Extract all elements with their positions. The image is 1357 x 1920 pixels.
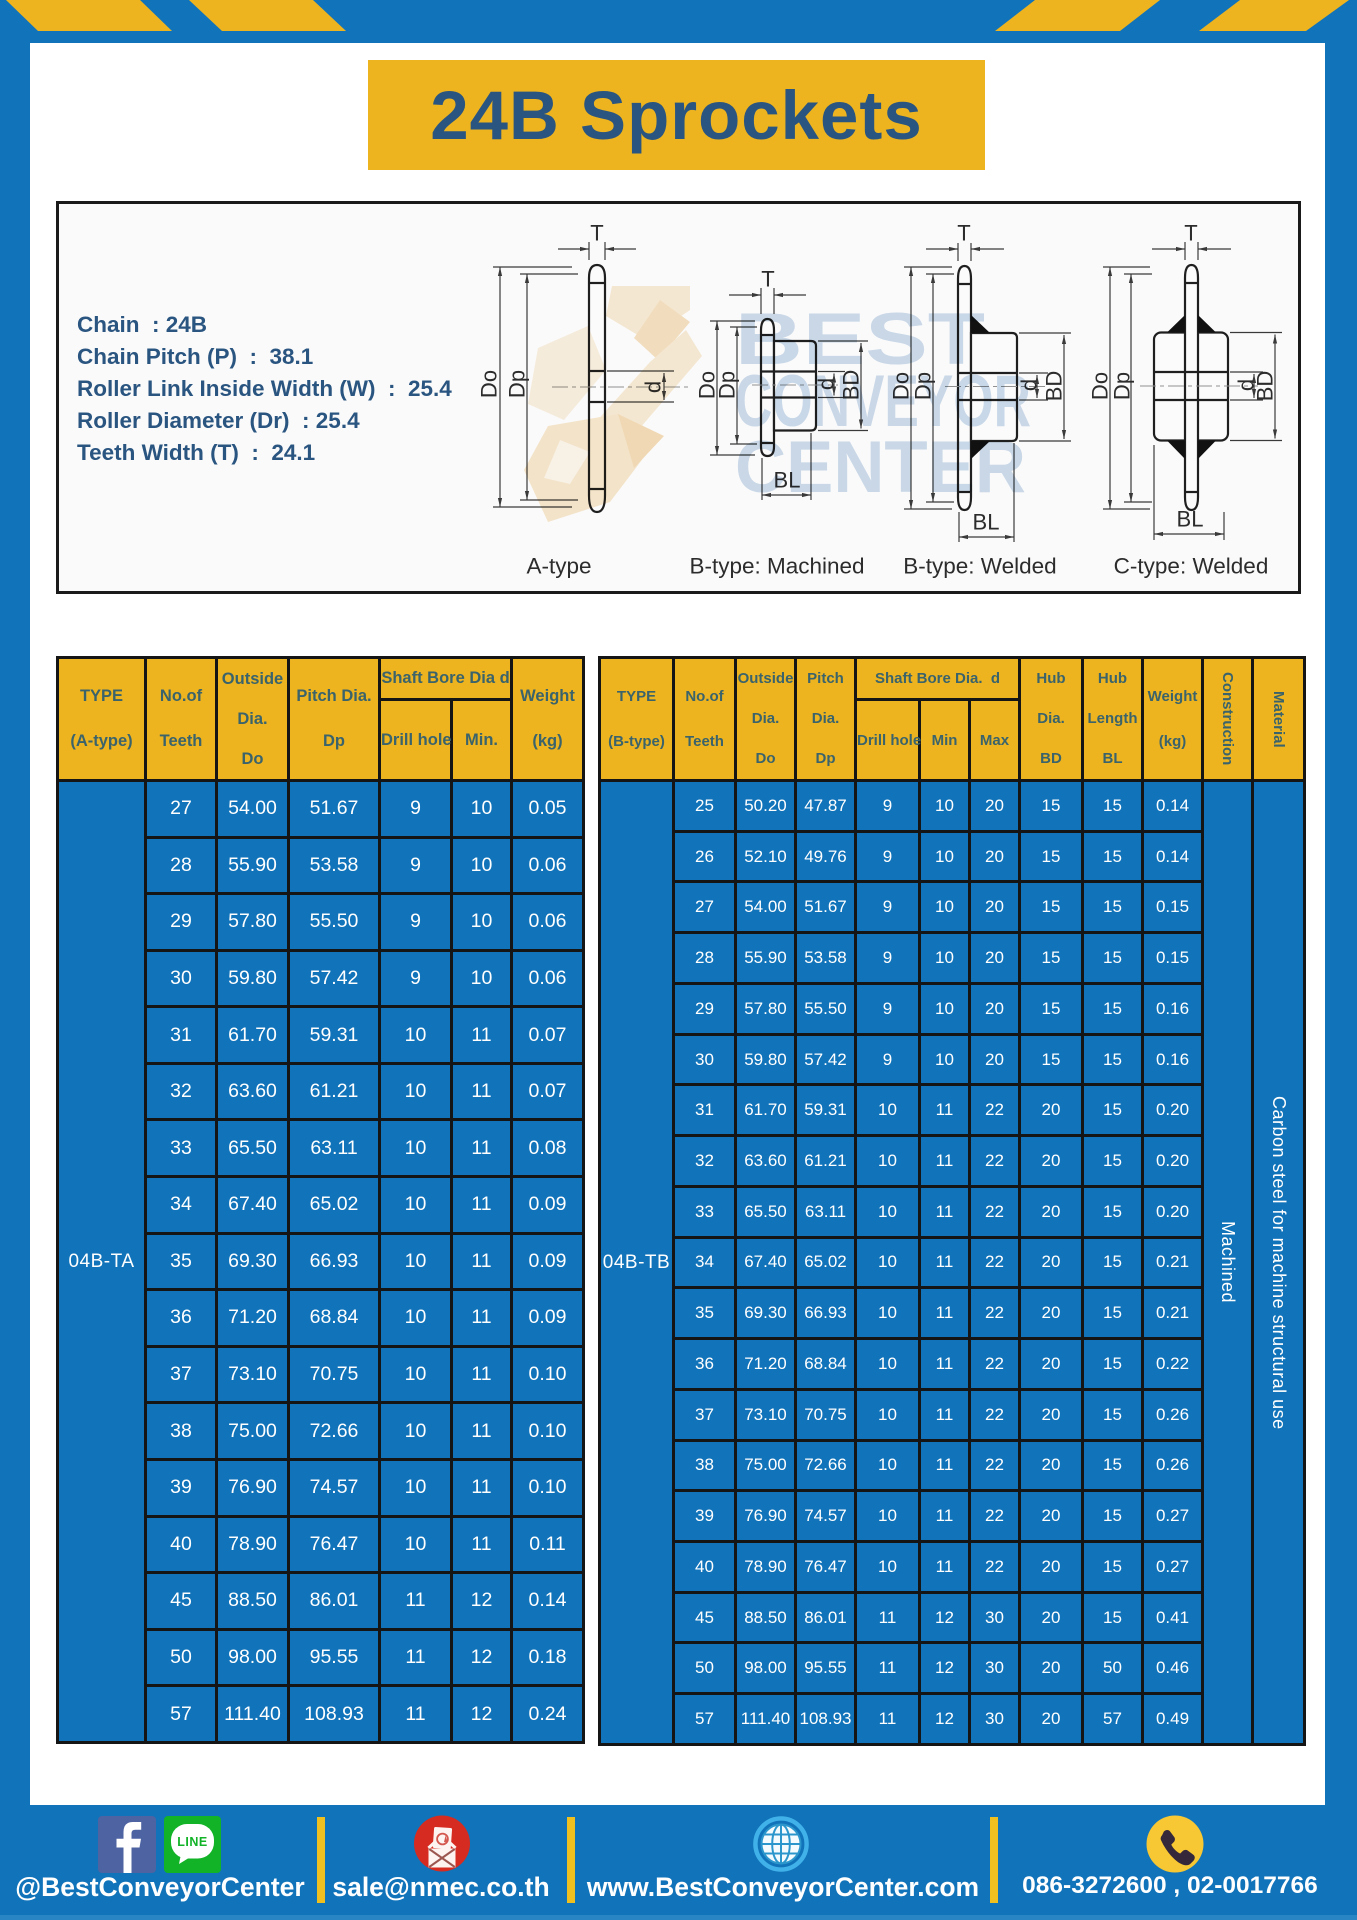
svg-text:Dp: Dp [505, 370, 530, 398]
svg-text:A-type: A-type [526, 554, 591, 579]
svg-text:T: T [590, 221, 603, 246]
svg-text:T: T [1184, 221, 1197, 246]
svg-text:B-type: Machined: B-type: Machined [689, 554, 864, 579]
svg-text:Do: Do [695, 371, 720, 399]
svg-text:d: d [1017, 379, 1042, 391]
svg-text:d: d [1234, 379, 1259, 391]
svg-text:BD: BD [1253, 371, 1278, 402]
svg-text:BL: BL [774, 468, 801, 493]
svg-text:T: T [761, 267, 774, 292]
svg-text:Dp: Dp [911, 372, 936, 400]
svg-text:BL: BL [973, 510, 1000, 535]
svg-text:C-type: Welded: C-type: Welded [1114, 554, 1269, 579]
svg-text:BEST: BEST [735, 299, 985, 380]
svg-text:BL: BL [1177, 507, 1204, 532]
svg-text:CONVEYOR: CONVEYOR [735, 361, 1031, 442]
svg-text:LINE: LINE [177, 1835, 207, 1849]
svg-text:d: d [814, 378, 839, 390]
svg-text:BD: BD [839, 370, 864, 401]
svg-text:BD: BD [1042, 371, 1067, 402]
svg-text:Dp: Dp [1110, 372, 1135, 400]
svg-text:Do: Do [889, 372, 914, 400]
svg-text:CENTER: CENTER [735, 427, 1026, 508]
svg-text:T: T [957, 221, 970, 246]
svg-text:Do: Do [1088, 372, 1113, 400]
svg-text:Dp: Dp [715, 371, 740, 399]
svg-text:Do: Do [477, 370, 502, 398]
svg-text:B-type: Welded: B-type: Welded [903, 554, 1056, 579]
